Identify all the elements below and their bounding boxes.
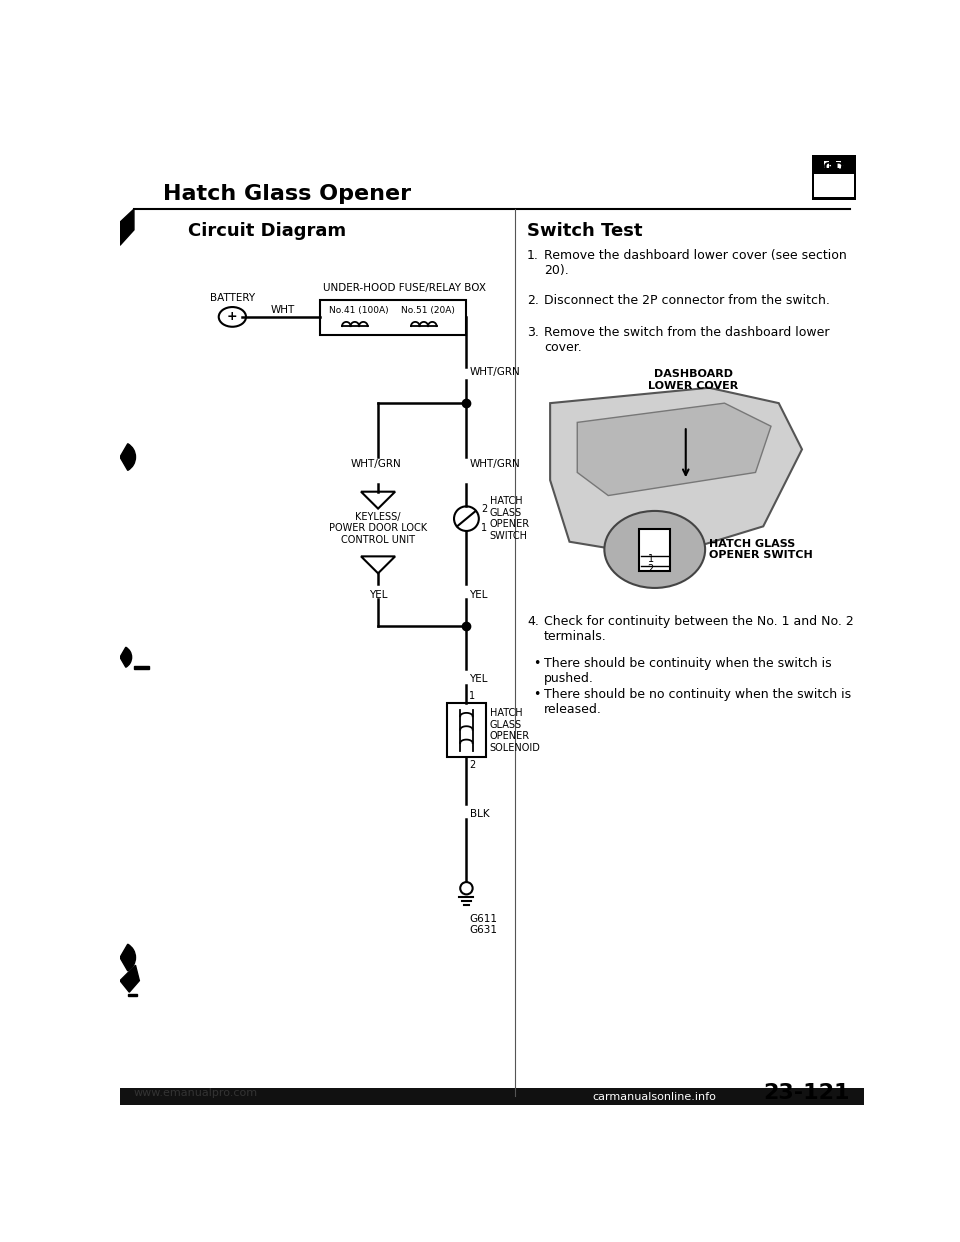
Text: WHT/GRN: WHT/GRN (469, 458, 520, 468)
Text: carmanualsonline.info: carmanualsonline.info (593, 1092, 717, 1102)
Text: 2: 2 (468, 760, 475, 770)
Wedge shape (120, 443, 135, 471)
Text: WHT/GRN: WHT/GRN (469, 368, 520, 378)
Wedge shape (120, 944, 135, 971)
Bar (836, 161, 841, 168)
Text: +: + (836, 161, 845, 171)
Bar (128, 994, 137, 996)
Text: +: + (228, 310, 238, 323)
Text: BATTERY: BATTERY (210, 293, 255, 303)
Text: Circuit Diagram: Circuit Diagram (188, 221, 347, 240)
Text: YEL: YEL (469, 590, 488, 600)
Text: Switch Test: Switch Test (527, 221, 642, 240)
Bar (824, 161, 828, 168)
Text: G611
G631: G611 G631 (469, 914, 497, 935)
Text: www.emanualpro.com: www.emanualpro.com (134, 1088, 258, 1098)
Text: BODY: BODY (815, 161, 853, 174)
Polygon shape (550, 388, 802, 558)
Text: HATCH GLASS
OPENER SWITCH: HATCH GLASS OPENER SWITCH (709, 539, 813, 560)
Text: 1.: 1. (527, 250, 539, 262)
Text: 1: 1 (648, 554, 654, 564)
Text: WHT: WHT (271, 304, 295, 314)
Bar (814, 174, 854, 196)
Polygon shape (120, 965, 139, 992)
Text: •: • (533, 688, 540, 700)
Text: There should be no continuity when the switch is
released.: There should be no continuity when the s… (544, 688, 852, 717)
Text: No.51 (20A): No.51 (20A) (400, 307, 454, 315)
Text: KEYLESS/
POWER DOOR LOCK
CONTROL UNIT: KEYLESS/ POWER DOOR LOCK CONTROL UNIT (329, 512, 427, 545)
Bar (134, 666, 150, 668)
Bar (812, 155, 856, 200)
Bar (639, 529, 670, 571)
Text: Disconnect the 2P connector from the switch.: Disconnect the 2P connector from the swi… (544, 294, 829, 307)
Ellipse shape (605, 510, 706, 587)
Text: 1: 1 (481, 523, 488, 533)
Bar (320, 301, 467, 335)
Text: DASHBOARD
LOWER COVER: DASHBOARD LOWER COVER (648, 369, 738, 391)
Text: 2: 2 (648, 564, 654, 575)
Text: YEL: YEL (369, 590, 387, 600)
Text: There should be continuity when the switch is
pushed.: There should be continuity when the swit… (544, 657, 831, 686)
Text: 4.: 4. (527, 615, 539, 628)
Bar (120, 1088, 864, 1105)
Text: No.41 (100A): No.41 (100A) (329, 307, 389, 315)
Text: Check for continuity between the No. 1 and No. 2
terminals.: Check for continuity between the No. 1 a… (544, 615, 853, 643)
Text: 2.: 2. (527, 294, 539, 307)
Text: WHT/GRN: WHT/GRN (351, 458, 402, 468)
Text: HATCH
GLASS
OPENER
SWITCH: HATCH GLASS OPENER SWITCH (490, 497, 530, 542)
Wedge shape (120, 647, 132, 667)
Bar (447, 703, 486, 758)
Text: BLK: BLK (469, 809, 490, 818)
Polygon shape (120, 209, 134, 245)
Text: UNDER-HOOD FUSE/RELAY BOX: UNDER-HOOD FUSE/RELAY BOX (324, 283, 486, 293)
Text: YEL: YEL (469, 674, 488, 684)
Text: 2: 2 (481, 504, 488, 514)
Polygon shape (577, 404, 771, 496)
Text: 1: 1 (468, 691, 475, 702)
Text: Remove the dashboard lower cover (see section
20).: Remove the dashboard lower cover (see se… (544, 250, 847, 277)
Text: Remove the switch from the dashboard lower
cover.: Remove the switch from the dashboard low… (544, 327, 829, 354)
Text: Hatch Glass Opener: Hatch Glass Opener (162, 184, 411, 204)
Text: •: • (533, 657, 540, 671)
Text: 3.: 3. (527, 327, 539, 339)
Text: 23-121: 23-121 (763, 1083, 850, 1103)
Text: -: - (828, 161, 836, 171)
Text: HATCH
GLASS
OPENER
SOLENOID: HATCH GLASS OPENER SOLENOID (490, 708, 540, 753)
